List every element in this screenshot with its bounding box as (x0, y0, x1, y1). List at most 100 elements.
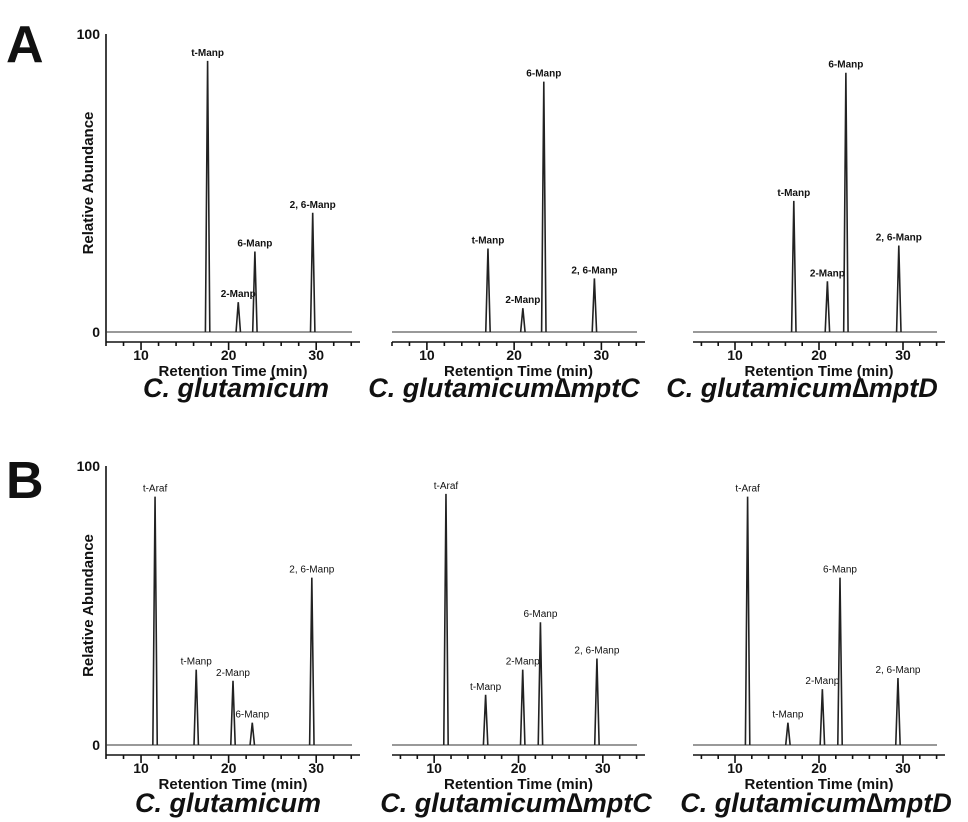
peak-3 (251, 251, 258, 333)
peak-label: 2, 6-Manp (571, 265, 617, 276)
peak-label: 6-Manp (828, 60, 863, 71)
peak-label: 2-Manp (221, 289, 256, 300)
chart-title: C. glutamicum (143, 373, 329, 403)
x-tick-label: 20 (506, 347, 522, 363)
peak-label: t-Manp (472, 236, 505, 247)
peak-label: 2, 6-Manp (875, 665, 920, 676)
x-tick-label: 20 (511, 760, 527, 776)
y-tick-label: 0 (92, 737, 100, 753)
x-tick-label: 10 (419, 347, 435, 363)
x-tick-label: 10 (727, 760, 743, 776)
peak-3 (540, 81, 547, 333)
peak-2 (482, 694, 489, 746)
peak-2 (235, 302, 242, 333)
peak-1 (744, 496, 751, 746)
peak-label: t-Manp (777, 188, 810, 199)
peak-label: 2, 6-Manp (290, 200, 336, 211)
peak-4 (837, 577, 843, 746)
peak-label: 2-Manp (216, 668, 250, 679)
peak-label: t-Manp (181, 657, 213, 668)
peak-3 (519, 669, 526, 746)
x-tick-label: 30 (308, 347, 324, 363)
x-tick-label: 20 (221, 760, 237, 776)
peak-label: 6-Manp (526, 69, 561, 80)
peak-label: 6-Manp (235, 710, 269, 721)
x-tick-label: 10 (133, 760, 149, 776)
peak-5 (593, 658, 600, 746)
chart-title: C. glutamicum∆mptD (666, 373, 938, 403)
peak-label: 2, 6-Manp (574, 646, 619, 657)
peak-label: 6-Manp (237, 239, 272, 250)
x-tick-label: 30 (594, 347, 610, 363)
peak-label: t-Manp (191, 48, 224, 59)
peak-label: 2-Manp (505, 295, 540, 306)
chart-title: C. glutamicum∆mptC (368, 373, 640, 403)
x-tick-label: 20 (221, 347, 237, 363)
x-tick-label: 30 (308, 760, 324, 776)
y-axis-label: Relative Abundance (80, 112, 97, 255)
peak-label: 2-Manp (506, 657, 540, 668)
peak-label: t-Manp (772, 710, 804, 721)
peak-label: t-Araf (143, 484, 168, 495)
peak-4 (537, 622, 544, 746)
peak-3 (230, 680, 236, 746)
peak-1 (152, 496, 159, 746)
peak-label: 2, 6-Manp (876, 233, 922, 244)
peak-4 (309, 212, 316, 333)
peak-1 (484, 248, 491, 333)
y-tick-label: 0 (92, 324, 100, 340)
x-axis-label: Retention Time (min) (745, 363, 894, 380)
x-tick-label: 30 (895, 760, 911, 776)
peak-label: t-Araf (735, 484, 760, 495)
y-axis-label: Relative Abundance (80, 534, 97, 677)
peak-4 (895, 245, 902, 333)
x-tick-label: 20 (811, 760, 827, 776)
peak-label: t-Manp (470, 682, 502, 693)
peak-5 (894, 678, 901, 746)
peak-3 (842, 72, 849, 333)
y-tick-label: 100 (77, 458, 101, 474)
peak-label: 6-Manp (823, 565, 857, 576)
peak-4 (249, 722, 256, 746)
peak-label: 2-Manp (805, 676, 839, 687)
x-axis-label: Retention Time (min) (159, 363, 308, 380)
x-tick-label: 10 (727, 347, 743, 363)
x-axis-label: Retention Time (min) (745, 776, 894, 793)
x-tick-label: 10 (133, 347, 149, 363)
peak-1 (790, 200, 797, 333)
peak-1 (442, 493, 449, 746)
peak-5 (308, 577, 315, 746)
chart-title: C. glutamicum∆mptD (680, 788, 952, 818)
peak-label: 2-Manp (810, 268, 845, 279)
panel-letter-a: A (6, 16, 44, 74)
peak-2 (519, 308, 526, 333)
chart-title: C. glutamicum∆mptC (380, 788, 652, 818)
x-axis-label: Retention Time (min) (444, 776, 593, 793)
peak-1 (204, 60, 211, 333)
x-axis-label: Retention Time (min) (444, 363, 593, 380)
peak-label: 2, 6-Manp (289, 565, 334, 576)
peak-2 (824, 281, 831, 333)
x-tick-label: 30 (595, 760, 611, 776)
peak-2 (784, 722, 791, 746)
x-tick-label: 10 (426, 760, 442, 776)
peak-3 (819, 689, 826, 746)
chart-title: C. glutamicum (135, 788, 321, 818)
peak-label: 6-Manp (523, 609, 557, 620)
panel-letter-b: B (6, 452, 44, 510)
peak-4 (591, 278, 598, 333)
x-tick-label: 30 (895, 347, 911, 363)
y-tick-label: 100 (77, 26, 101, 42)
x-tick-label: 20 (811, 347, 827, 363)
peak-label: t-Araf (434, 481, 459, 492)
x-axis-label: Retention Time (min) (159, 776, 308, 793)
peak-2 (193, 669, 200, 746)
